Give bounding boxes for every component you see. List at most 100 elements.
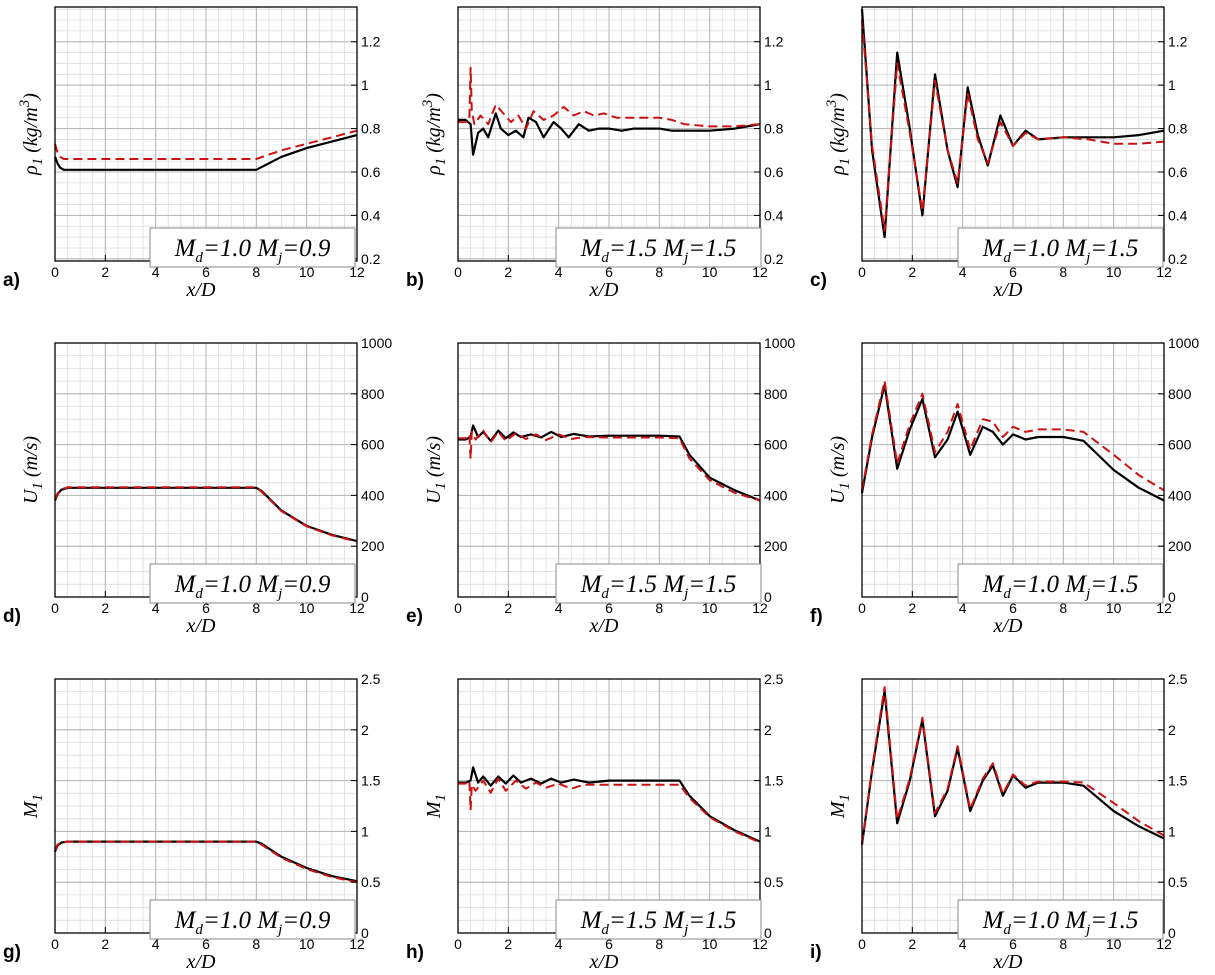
chart-2-y-tick-label: 0.4 [764, 207, 784, 223]
chart-6-condition-box [957, 563, 1164, 604]
chart-9-y-axis-label: M1 [827, 794, 853, 819]
chart-7-x-tick-label: 6 [202, 936, 210, 952]
chart-5-y-tick-label: 400 [764, 487, 788, 503]
chart-1-x-tick-label: 0 [51, 264, 59, 280]
chart-3-y-axis-label: ρ1(kg/m3) [824, 93, 853, 176]
chart-2-x-tick-label: 0 [454, 264, 462, 280]
chart-5-panel: 0 2 4 6 8 10 1202004006008001000x/DU1(m/s)e)Md… [406, 335, 795, 637]
chart-6-y-tick-label: 400 [1168, 487, 1192, 503]
chart-4-x-tick-label: 2 [101, 600, 109, 616]
chart-6-y-tick-label: 600 [1168, 437, 1192, 453]
chart-6-dashed-series-line [861, 380, 1165, 492]
chart-5-dashed-series-line [458, 429, 761, 502]
chart-5-y-tick-label: 0 [764, 589, 772, 605]
chart-4-x-tick-label: 10 [299, 600, 315, 616]
chart-2-condition-label: Md=1.5 Mj=1.5 [580, 235, 737, 266]
chart-7-x-axis-label: x/D [186, 951, 216, 973]
chart-1-x-tick-label: 4 [152, 264, 160, 280]
chart-9-x-tick-label: 10 [1106, 936, 1122, 952]
chart-9-condition-box [957, 899, 1164, 940]
chart-8-condition-box [555, 899, 762, 940]
chart-2-y-axis-label: ρ1(kg/m3) [420, 93, 449, 176]
chart-6-x-axis-label: x/D [993, 615, 1023, 637]
chart-2-solid-series-line [458, 112, 761, 156]
chart-4-y-axis-label: U1(m/s) [20, 436, 46, 504]
chart-4-y-tick-label: 200 [361, 538, 385, 554]
chart-8-x-tick-label: 8 [655, 936, 663, 952]
chart-1-y-axis-label: ρ1(kg/m3) [17, 93, 46, 176]
chart-5-x-tick-label: 0 [454, 600, 462, 616]
chart-2-major-grid [457, 7, 761, 261]
chart-8-x-tick-label: 10 [702, 936, 718, 952]
chart-6-condition-label: Md=1.0 Mj=1.5 [982, 571, 1139, 602]
chart-3-x-tick-label: 6 [1009, 264, 1017, 280]
chart-7-y-tick-label: 1.5 [361, 773, 381, 789]
chart-6-y-tick-label: 1000 [1168, 335, 1199, 351]
chart-1-x-tick-label: 6 [202, 264, 210, 280]
chart-8-y-tick-label: 1 [764, 823, 772, 839]
chart-3-major-grid [861, 7, 1165, 261]
chart-9-x-tick-label: 6 [1009, 936, 1017, 952]
chart-2-x-tick-label: 2 [504, 264, 512, 280]
chart-2-condition-box [555, 227, 762, 268]
chart-7-condition-label: Md=1.0 Mj=0.9 [174, 907, 331, 938]
chart-4-panel: 0 2 4 6 8 10 1202004006008001000x/DU1(m/s)d)Md… [3, 335, 392, 637]
chart-9-y-tick-label: 2.5 [1168, 671, 1188, 687]
chart-2-x-tick-label: 10 [702, 264, 718, 280]
chart-5-x-tick-label: 2 [504, 600, 512, 616]
chart-4-x-axis-label: x/D [186, 615, 216, 637]
chart-3-x-tick-label: 2 [908, 264, 916, 280]
chart-9-x-tick-label: 12 [1156, 936, 1172, 952]
chart-5-y-tick-label: 200 [764, 538, 788, 554]
chart-7-x-tick-label: 0 [51, 936, 59, 952]
chart-9-y-tick-label: 1 [1168, 823, 1176, 839]
chart-4-y-tick-label: 800 [361, 386, 385, 402]
chart-9-x-tick-label: 0 [858, 936, 866, 952]
chart-8-x-axis-label: x/D [589, 951, 619, 973]
chart-8-x-tick-label: 4 [555, 936, 563, 952]
chart-2-x-axis-label: x/D [589, 279, 619, 301]
chart-3-x-tick-label: 8 [1059, 264, 1067, 280]
chart-4-dashed-series-line [54, 486, 358, 543]
chart-8-x-tick-label: 12 [752, 936, 768, 952]
chart-6-y-axis-label: U1(m/s) [827, 436, 853, 504]
chart-7-condition-box [149, 899, 356, 940]
chart-4-y-tick-label: 0 [361, 589, 369, 605]
chart-5-x-tick-label: 10 [702, 600, 718, 616]
chart-2-y-tick-label: 1 [764, 77, 772, 93]
chart-1-y-tick-label: 0.4 [361, 207, 381, 223]
chart-6-x-tick-label: 10 [1106, 600, 1122, 616]
chart-8-y-tick-label: 1.5 [764, 773, 784, 789]
chart-6-major-grid [861, 342, 1165, 598]
chart-5-x-tick-label: 4 [555, 600, 563, 616]
chart-4-x-tick-label: 4 [152, 600, 160, 616]
chart-6-x-tick-label: 6 [1009, 600, 1017, 616]
chart-8-dashed-series-line [458, 777, 761, 844]
chart-4-y-tick-label: 400 [361, 487, 385, 503]
chart-4-x-tick-label: 6 [202, 600, 210, 616]
chart-9-panel-letter: i) [810, 942, 822, 963]
chart-3-x-axis-label: x/D [993, 279, 1023, 301]
chart-3-y-tick-label: 0.8 [1168, 121, 1188, 137]
chart-9-x-tick-label: 8 [1059, 936, 1067, 952]
chart-5-y-tick-label: 1000 [764, 335, 795, 351]
chart-5-x-tick-label: 8 [655, 600, 663, 616]
chart-6-solid-series-line [860, 383, 1165, 502]
chart-6-panel-letter: f) [810, 606, 823, 627]
chart-6-y-tick-label: 200 [1168, 538, 1192, 554]
chart-2-y-tick-label: 1.2 [764, 34, 784, 50]
chart-1-panel: 0 2 4 6 8 10 120.2 0.4 0.6 0.8 1 1.2 x/D ρ1(kg/m3) a) M… [3, 6, 381, 301]
chart-4-condition-box [149, 563, 356, 604]
chart-8-panel-letter: h) [406, 942, 424, 963]
chart-1-x-axis-label: x/D [186, 279, 216, 301]
chart-7-y-tick-label: 0 [361, 925, 369, 941]
chart-9-condition-label: Md=1.0 Mj=1.5 [982, 907, 1139, 938]
chart-4-x-tick-label: 8 [252, 600, 260, 616]
chart-6-y-tick-label: 800 [1168, 386, 1192, 402]
chart-8-y-tick-label: 2.5 [764, 671, 784, 687]
chart-5-condition-box [555, 563, 762, 604]
chart-2-dashed-series-line [458, 66, 761, 130]
chart-8-y-axis-label: M1 [423, 794, 449, 819]
chart-2-panel-letter: b) [406, 270, 424, 291]
chart-3-x-tick-label: 4 [959, 264, 967, 280]
